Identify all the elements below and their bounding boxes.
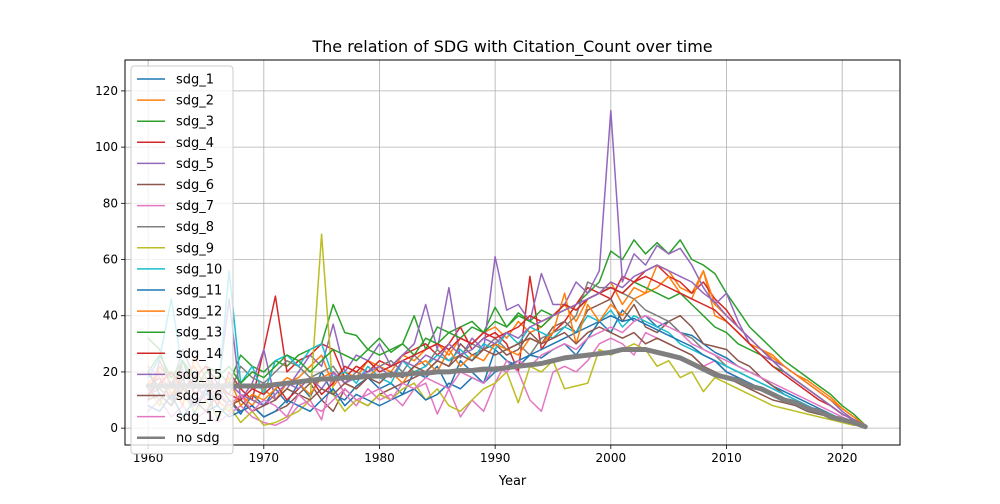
legend-label: sdg_10 [176, 262, 222, 277]
legend-label: sdg_16 [176, 389, 222, 404]
x-axis-label: Year [498, 474, 527, 489]
y-tick-label: 120 [95, 84, 118, 98]
y-tick-label: 60 [103, 253, 118, 267]
x-tick-label: 2020 [827, 451, 858, 465]
x-tick-label: 2010 [711, 451, 742, 465]
x-tick-label: 1970 [249, 451, 280, 465]
legend-label: no sdg [176, 431, 220, 446]
y-tick-label: 40 [103, 309, 118, 323]
legend-label: sdg_9 [176, 241, 214, 256]
y-tick-label: 20 [103, 365, 118, 379]
series-line-sdg_16 [147, 326, 867, 427]
y-tick-label: 80 [103, 196, 118, 210]
axes: 1960 1970 1980 1990 2000 2010 2020 0 20 40 60 80 100… [95, 84, 857, 465]
legend-label: sdg_12 [176, 305, 222, 320]
legend-label: sdg_6 [176, 178, 214, 193]
x-tick-label: 1980 [364, 451, 395, 465]
legend-label: sdg_7 [176, 199, 214, 214]
series-line-sdg_5 [147, 109, 867, 427]
series-lines [145, 109, 868, 430]
legend-label: sdg_8 [176, 220, 214, 235]
series-line-sdg_13 [147, 281, 867, 427]
legend-label: sdg_5 [176, 157, 214, 172]
legend-label: sdg_11 [176, 284, 222, 299]
x-tick-label: 2000 [596, 451, 627, 465]
legend-label: sdg_15 [176, 368, 222, 383]
chart-title: The relation of SDG with Citation_Count … [311, 37, 712, 57]
legend-label: sdg_13 [176, 326, 222, 341]
series-line-sdg_17 [147, 314, 867, 427]
legend-label: sdg_4 [176, 136, 214, 151]
plot-frame [124, 59, 901, 446]
y-tick-label: 0 [110, 421, 118, 435]
legend-label: sdg_1 [176, 73, 214, 88]
legend: sdg_1 sdg_2 sdg_3 sdg_4 sdg_5 sdg_6 sdg_7 sdg_8… [130, 65, 234, 455]
legend-label: sdg_3 [176, 115, 214, 130]
y-tick-label: 100 [95, 140, 118, 154]
x-tick-label: 1990 [480, 451, 511, 465]
series-line-no-sdg [145, 347, 868, 430]
legend-label: sdg_17 [176, 410, 222, 425]
x-tick-label: 1960 [133, 451, 164, 465]
legend-label: sdg_14 [176, 347, 222, 362]
legend-label: sdg_2 [176, 94, 214, 109]
